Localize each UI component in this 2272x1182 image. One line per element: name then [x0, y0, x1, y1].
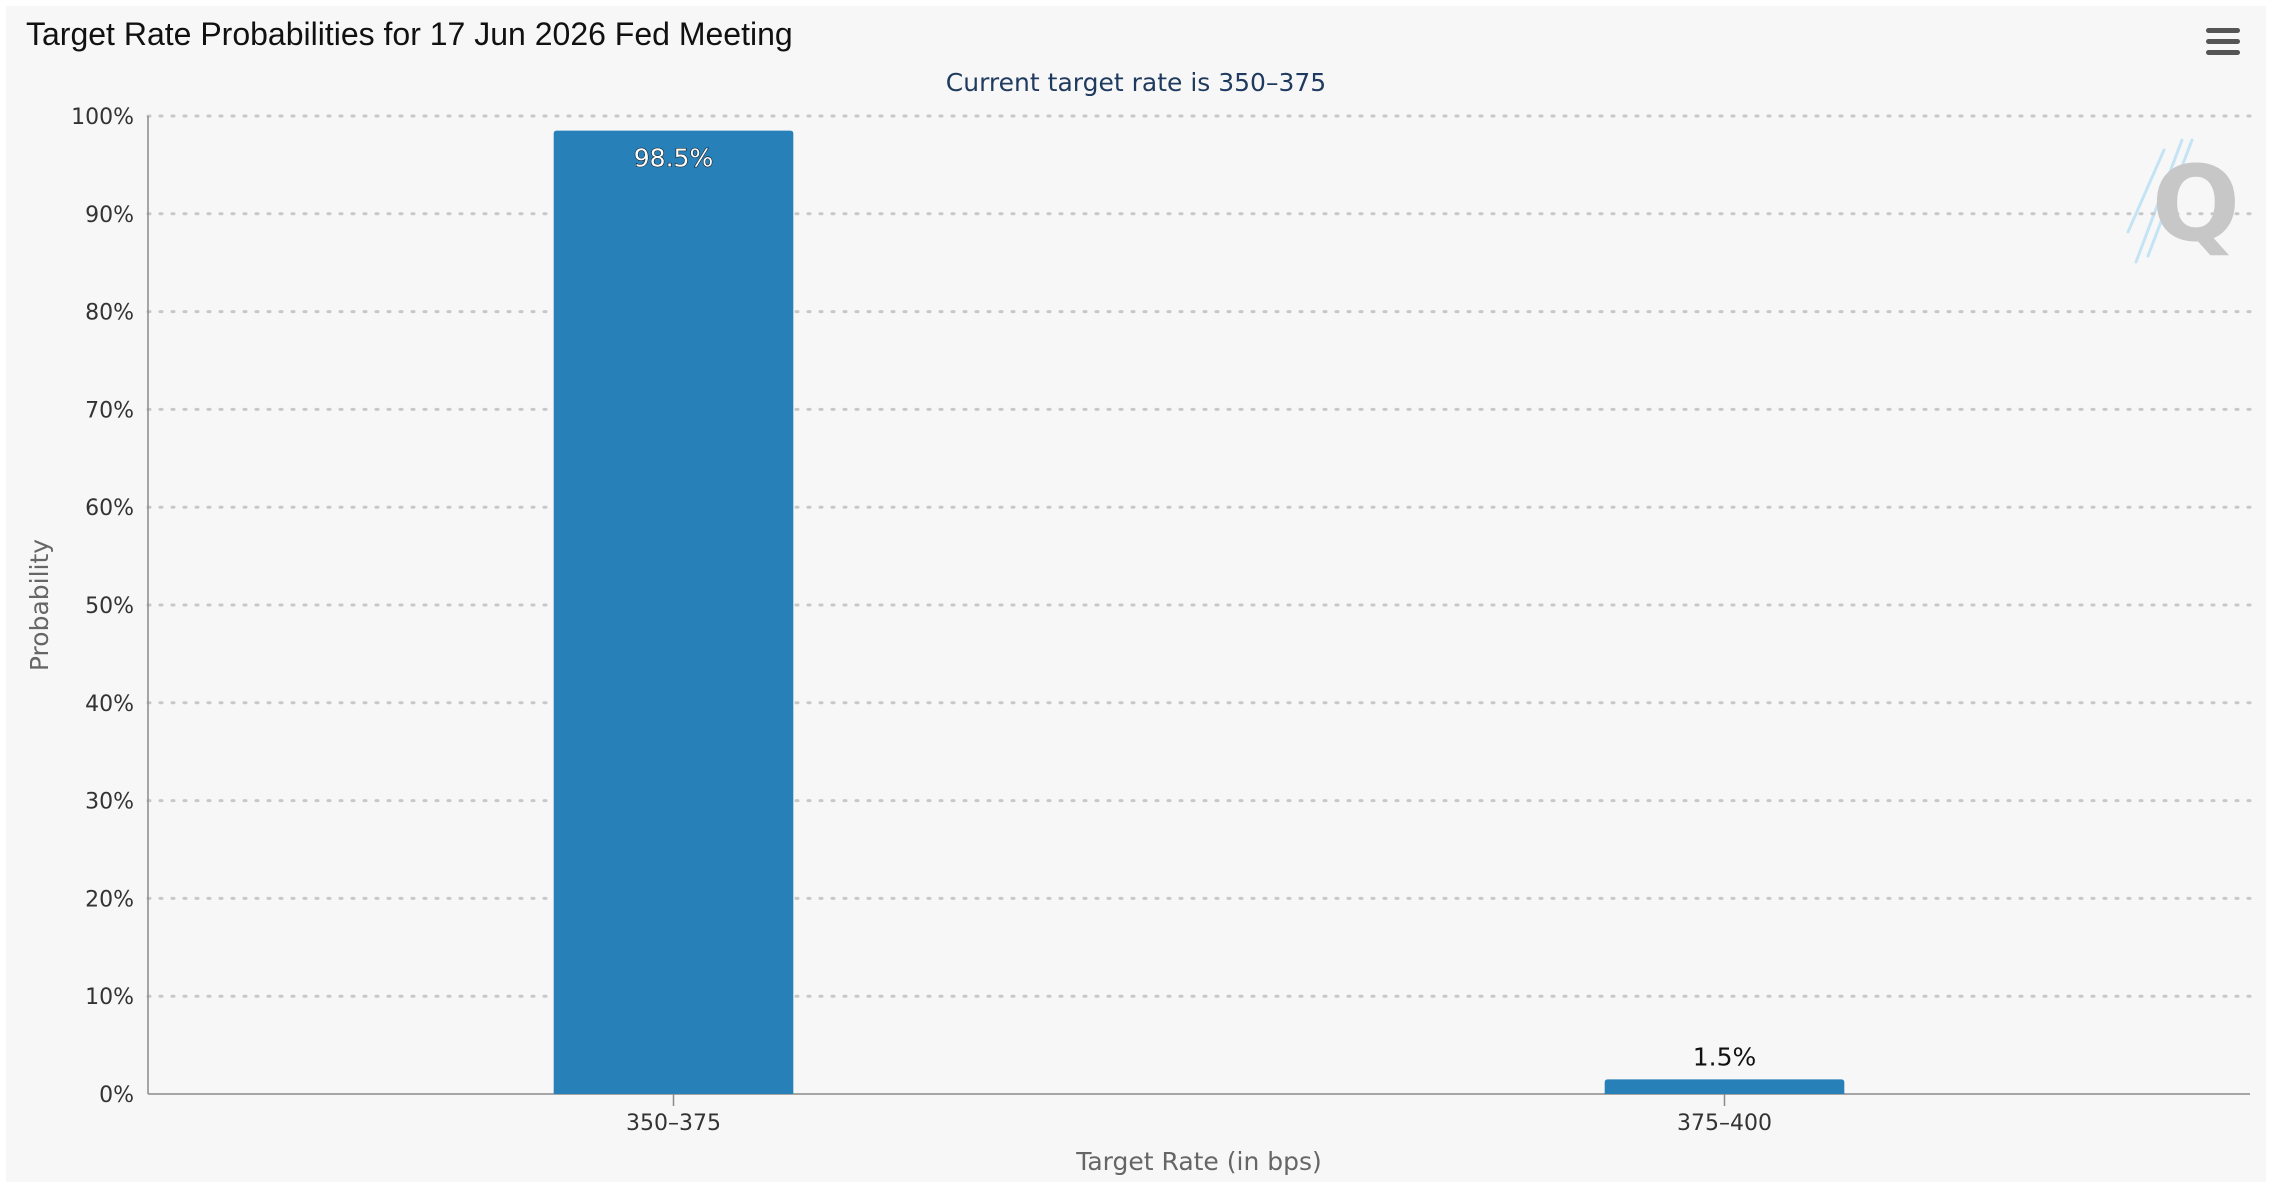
menu-line	[2206, 50, 2240, 55]
y-tick-label: 40%	[85, 692, 134, 717]
y-tick-label: 80%	[85, 301, 134, 326]
y-tick-label: 100%	[71, 105, 134, 130]
x-tick-label: 375–400	[1677, 1111, 1772, 1136]
menu-line	[2206, 39, 2240, 44]
y-tick-label: 30%	[85, 790, 134, 815]
data-label: 98.5%	[634, 144, 713, 173]
y-tick-label: 0%	[99, 1083, 134, 1108]
y-tick-label: 10%	[85, 985, 134, 1010]
watermark-logo: Q	[2126, 138, 2240, 265]
chart-subtitle: Current target rate is 350–375	[945, 68, 1327, 97]
x-axis-title: Target Rate (in bps)	[1075, 1147, 1322, 1176]
bar-350–375[interactable]	[553, 130, 794, 1095]
bars	[553, 130, 1845, 1095]
bar-375–400[interactable]	[1604, 1079, 1845, 1094]
watermark-streaks	[2126, 138, 2194, 264]
y-axis-ticks: 0% 10% 20% 30% 40% 50% 60% 70% 80% 90% 100%	[71, 105, 134, 1108]
watermark-letter: Q	[2152, 143, 2240, 265]
x-tick-label: 350–375	[626, 1111, 721, 1136]
data-label: 1.5%	[1693, 1042, 1757, 1071]
y-tick-label: 20%	[85, 887, 134, 912]
hamburger-menu-icon[interactable]	[2206, 28, 2242, 60]
chart-panel	[6, 6, 2266, 1182]
y-axis-title: Probability	[25, 539, 54, 671]
axes	[147, 116, 2250, 1095]
y-tick-label: 60%	[85, 496, 134, 521]
chart-title: Target Rate Probabilities for 17 Jun 202…	[26, 16, 793, 52]
menu-line	[2206, 28, 2240, 33]
y-tick-label: 90%	[85, 203, 134, 228]
grid-lines	[146, 114, 2252, 998]
x-axis-ticks: 350–375 375–400	[626, 1094, 1772, 1136]
y-tick-label: 50%	[85, 594, 134, 619]
y-tick-label: 70%	[85, 398, 134, 423]
data-labels: 98.5% 1.5%	[633, 143, 1757, 1071]
